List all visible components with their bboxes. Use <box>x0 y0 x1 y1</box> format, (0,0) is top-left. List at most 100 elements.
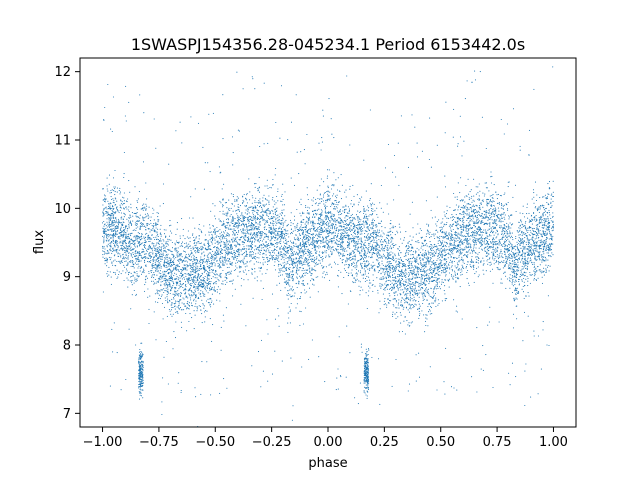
data-point <box>134 253 136 255</box>
data-point <box>364 236 366 238</box>
data-point <box>169 290 172 292</box>
data-point <box>541 240 543 242</box>
data-point <box>454 237 456 239</box>
data-point <box>227 257 229 259</box>
data-point <box>529 260 531 262</box>
data-point <box>371 219 373 221</box>
data-point <box>470 245 472 247</box>
data-point <box>288 264 291 266</box>
data-point <box>108 220 110 222</box>
data-point <box>184 238 186 240</box>
data-point <box>250 251 252 253</box>
data-point <box>464 211 466 213</box>
data-point <box>172 306 174 309</box>
data-point <box>276 258 278 260</box>
data-point <box>507 233 509 235</box>
data-point <box>377 232 379 234</box>
data-point <box>290 248 292 250</box>
data-point <box>294 226 296 228</box>
data-point <box>434 301 436 303</box>
data-point <box>422 292 424 294</box>
data-point <box>155 255 157 257</box>
data-point <box>496 250 499 252</box>
data-point <box>103 214 105 216</box>
data-point <box>283 236 285 238</box>
data-point <box>449 240 451 242</box>
data-point <box>369 227 371 229</box>
data-point <box>216 289 218 291</box>
data-point <box>274 242 277 245</box>
data-point <box>216 260 218 262</box>
data-point <box>110 276 112 278</box>
data-point <box>159 256 161 258</box>
data-point <box>250 248 252 250</box>
data-point <box>188 302 190 304</box>
data-point <box>160 240 162 242</box>
data-point <box>119 204 121 206</box>
data-point <box>462 227 464 229</box>
data-point <box>425 265 427 267</box>
data-point <box>434 265 436 267</box>
data-point <box>271 199 273 201</box>
data-point <box>360 256 362 258</box>
data-point <box>184 289 187 291</box>
data-point <box>265 254 267 256</box>
data-point <box>421 245 423 247</box>
data-point <box>361 265 363 267</box>
data-point <box>135 227 137 229</box>
data-point <box>357 241 359 243</box>
data-point <box>202 247 204 249</box>
data-point <box>281 195 283 197</box>
data-point <box>527 258 529 260</box>
data-point <box>222 283 224 285</box>
data-point <box>147 288 149 290</box>
data-point <box>516 287 518 289</box>
data-point <box>162 264 164 266</box>
data-point <box>384 268 386 270</box>
data-point <box>318 203 320 205</box>
data-point <box>265 246 267 248</box>
data-point <box>516 269 518 271</box>
data-point <box>489 231 491 234</box>
data-point <box>546 245 548 247</box>
data-point <box>124 257 126 259</box>
data-point <box>120 200 122 202</box>
data-point <box>501 282 503 284</box>
data-point <box>290 289 292 291</box>
data-point <box>258 246 260 248</box>
data-point <box>234 244 236 246</box>
data-point <box>373 241 375 243</box>
data-point <box>507 224 509 226</box>
data-point <box>333 220 335 222</box>
data-point <box>469 214 471 216</box>
data-point <box>292 273 294 275</box>
data-point <box>431 273 433 275</box>
data-point <box>518 258 521 260</box>
data-point <box>199 305 202 307</box>
data-point <box>189 253 191 255</box>
data-point <box>121 240 123 242</box>
data-point <box>126 246 128 248</box>
data-point <box>214 254 216 256</box>
data-point <box>280 269 282 271</box>
data-point <box>148 206 150 208</box>
data-point <box>389 287 391 289</box>
data-point <box>519 244 521 246</box>
data-point <box>439 237 441 239</box>
data-point <box>507 243 510 245</box>
data-point <box>423 275 425 277</box>
data-point <box>500 214 502 216</box>
data-point <box>282 262 284 264</box>
data-point <box>409 285 411 287</box>
data-point <box>276 215 278 217</box>
data-point <box>411 303 413 306</box>
data-point <box>317 263 319 265</box>
data-point <box>269 258 271 260</box>
data-point <box>167 253 169 255</box>
data-point <box>250 242 253 244</box>
data-point <box>225 274 227 276</box>
data-point <box>505 241 507 243</box>
data-point <box>387 241 390 243</box>
data-point <box>260 280 262 282</box>
data-point <box>159 265 161 267</box>
